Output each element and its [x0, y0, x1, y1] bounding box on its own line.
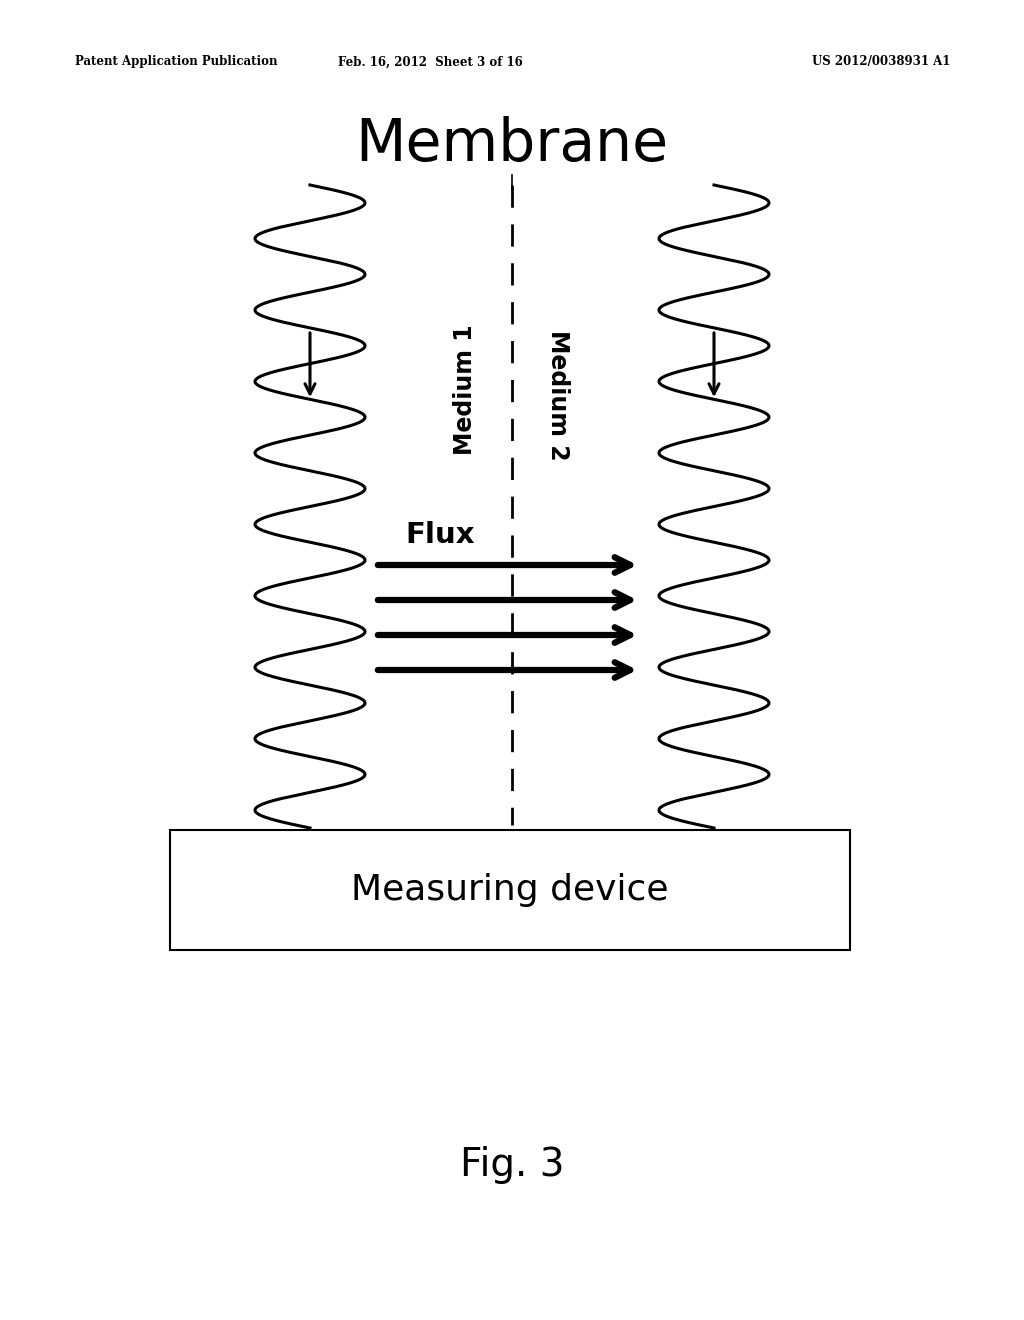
Bar — [170, 830, 850, 950]
Text: Measuring device: Measuring device — [351, 873, 669, 907]
Text: US 2012/0038931 A1: US 2012/0038931 A1 — [812, 55, 950, 69]
Text: Flux: Flux — [406, 521, 475, 549]
Text: Patent Application Publication: Patent Application Publication — [75, 55, 278, 69]
Text: Medium 1: Medium 1 — [453, 325, 477, 455]
Text: Membrane: Membrane — [355, 116, 669, 173]
Text: Fig. 3: Fig. 3 — [460, 1146, 564, 1184]
Text: Medium 2: Medium 2 — [546, 330, 570, 461]
Text: Feb. 16, 2012  Sheet 3 of 16: Feb. 16, 2012 Sheet 3 of 16 — [338, 55, 522, 69]
